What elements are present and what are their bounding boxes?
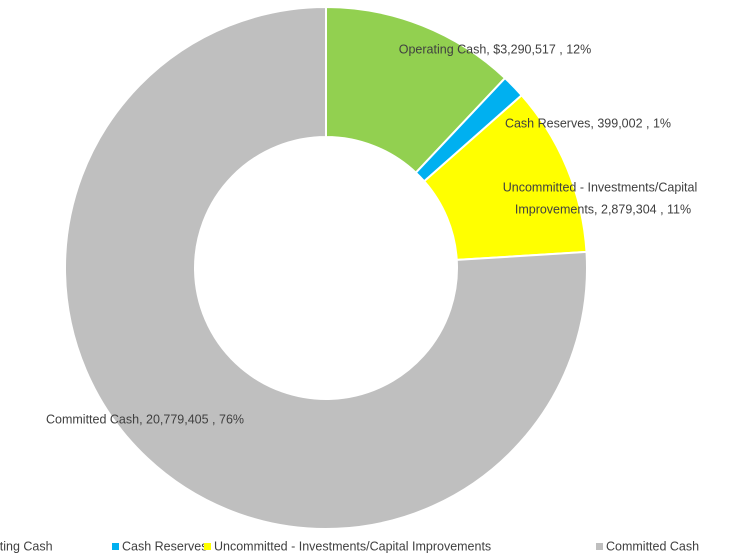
legend-marker xyxy=(204,543,211,550)
data-label: Cash Reserves, 399,002 , 1% xyxy=(505,116,671,130)
legend-label: Uncommitted - Investments/Capital Improv… xyxy=(214,539,491,553)
data-label: Operating Cash, $3,290,517 , 12% xyxy=(399,42,592,56)
data-label: Committed Cash, 20,779,405 , 76% xyxy=(46,412,244,426)
data-label: Uncommitted - Investments/Capital xyxy=(503,180,698,194)
legend-label: Operating Cash xyxy=(0,539,53,553)
legend-label: Cash Reserves xyxy=(122,539,207,553)
legend-marker xyxy=(112,543,119,550)
legend-marker xyxy=(596,543,603,550)
legend-label: Committed Cash xyxy=(606,539,699,553)
data-label: Improvements, 2,879,304 , 11% xyxy=(515,202,691,216)
donut-slice xyxy=(64,5,588,530)
